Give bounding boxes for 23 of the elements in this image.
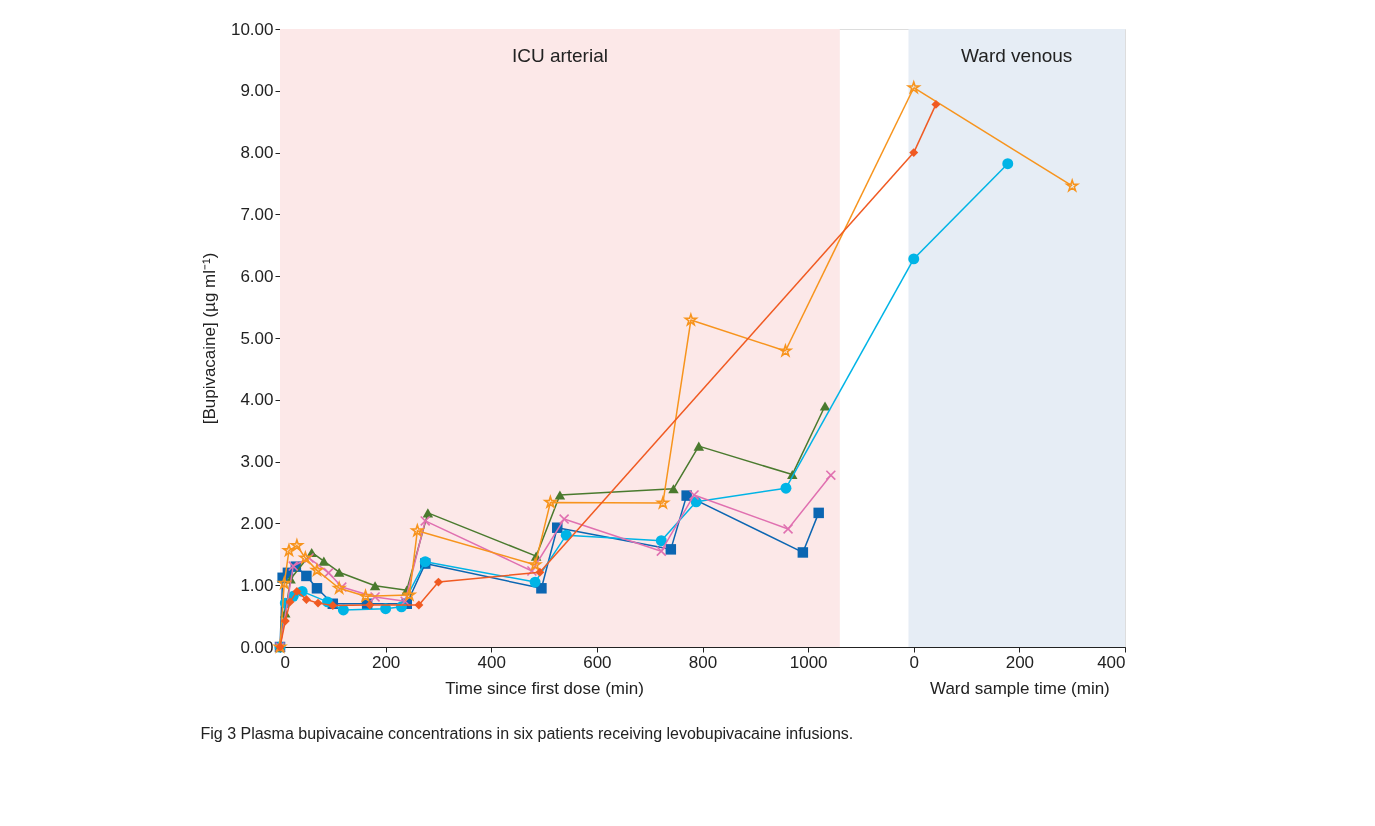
y-tick-label: 7.00 xyxy=(240,204,274,224)
y-tick-label: 0.00 xyxy=(240,637,274,657)
y-tick-label: 6.00 xyxy=(240,266,274,286)
y-tick-label: 3.00 xyxy=(240,452,274,472)
band-label: ICU arterial xyxy=(511,45,608,66)
y-tick-label: 2.00 xyxy=(240,513,274,533)
y-tick-label: 10.00 xyxy=(230,19,274,39)
y-axis-title: [Bupivacaine] (µg ml⁻¹) xyxy=(199,252,219,425)
text: Fig 3 Plasma bupivacaine concentrations in six patients receiving levobupivacaine infusions. xyxy=(200,725,854,742)
x2-axis-title: Ward sample time (min) xyxy=(929,678,1110,698)
x-tick-label: 0 xyxy=(280,652,290,672)
x-tick-label: 1000 xyxy=(789,652,828,672)
x-axis-title: Time since first dose (min) xyxy=(445,678,644,698)
y-tick-label: 5.00 xyxy=(240,328,274,348)
band-label: Ward venous xyxy=(961,45,1073,66)
x-tick-label: 800 xyxy=(688,652,718,672)
x-tick-label: 400 xyxy=(477,652,506,672)
x-tick-label: 600 xyxy=(583,652,612,672)
y-tick-label: 4.00 xyxy=(240,390,274,410)
y-tick-label: 9.00 xyxy=(240,81,274,101)
x-tick-label: 200 xyxy=(371,652,401,672)
y-tick-label: 1.00 xyxy=(240,575,274,595)
y-tick-label: 8.00 xyxy=(240,143,274,163)
